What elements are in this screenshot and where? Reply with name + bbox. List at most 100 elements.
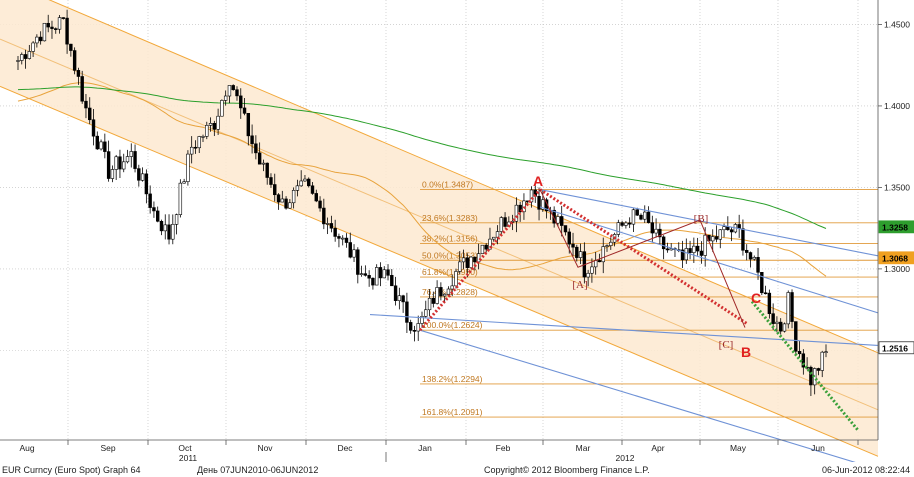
moving-average-line <box>17 86 827 229</box>
candle-body <box>57 17 62 30</box>
candle-body <box>601 246 605 263</box>
price-chart: 0.0%(1.3487) 23.6%(1.3283) 38.2%(1.3156) 50… <box>0 0 914 462</box>
candle-body <box>333 227 337 237</box>
axis-tick-label: 1.4000 <box>884 101 910 111</box>
candle-body <box>567 231 571 245</box>
candle-body <box>571 243 575 248</box>
fib-label: 38.2%(1.3156) <box>422 233 478 243</box>
candle-body <box>76 70 81 77</box>
candle-body <box>348 242 352 258</box>
candle-body <box>280 198 284 203</box>
trendline <box>539 188 879 257</box>
candle-body <box>646 211 651 223</box>
candle-body <box>246 113 251 137</box>
candle-body <box>688 248 692 253</box>
candle-body <box>227 85 232 97</box>
candle-body <box>38 36 43 42</box>
candle-body <box>726 226 730 231</box>
candle-body <box>760 272 764 294</box>
candle-body <box>461 257 466 263</box>
candle-body <box>352 249 356 258</box>
candle-body <box>276 194 281 203</box>
candle-body <box>412 330 417 332</box>
candle-body <box>242 107 247 114</box>
candle-body <box>586 272 590 278</box>
candle-body <box>231 85 235 91</box>
candle-body <box>575 246 579 258</box>
candle-body <box>125 156 130 163</box>
candle-body <box>212 123 217 130</box>
candle-body <box>129 151 133 157</box>
time-axis: Aug Sep Oct Nov Dec Jan Feb Mar Apr May Jun 2011 201… <box>0 439 878 462</box>
candle-body <box>122 161 126 170</box>
candle-body <box>193 146 198 149</box>
candle-body <box>182 181 186 184</box>
candle-body <box>337 236 341 239</box>
candle-body <box>767 292 772 314</box>
candle-body <box>514 204 519 222</box>
wave-label: B <box>741 344 751 360</box>
footer-copyright: Copyright© 2012 Bloomberg Finance L.P. <box>484 465 650 475</box>
candle-body <box>167 224 171 240</box>
candle-body <box>42 22 47 42</box>
candle-body <box>205 125 209 137</box>
candle-body <box>556 216 560 224</box>
wave-label: C <box>751 290 761 306</box>
month-label: May <box>730 443 747 453</box>
candle-body <box>31 42 35 52</box>
candle-body <box>518 204 522 213</box>
footer-range: День 07JUN2010-06JUN2012 <box>197 465 319 475</box>
price-axis: 1.45001.40001.35001.30001.25001.32581.30… <box>877 0 914 440</box>
candle-body <box>239 95 243 109</box>
price-tag <box>878 341 914 355</box>
candle-body <box>186 153 190 182</box>
footer-timestamp: 06-Jun-2012 08:22:44 <box>822 465 911 475</box>
candle-body <box>344 237 349 243</box>
candle-body <box>284 198 288 209</box>
trendline <box>539 206 879 314</box>
month-label: Jan <box>418 443 432 453</box>
candle-body <box>748 252 753 260</box>
trend-channel <box>0 0 879 457</box>
candle-body <box>684 248 688 261</box>
candle-body <box>27 51 32 59</box>
trendline <box>419 329 856 462</box>
candle-body <box>325 223 330 225</box>
candle-body <box>322 207 326 225</box>
candle-body <box>189 146 194 155</box>
candle-body <box>254 143 258 154</box>
month-label: Feb <box>496 443 511 453</box>
candle-body <box>261 162 266 165</box>
candle-body <box>303 178 307 182</box>
axis-tick-label: 1.4500 <box>884 19 910 29</box>
channel-lower <box>0 85 879 457</box>
candle-body <box>140 173 145 181</box>
candle-body <box>20 54 24 61</box>
candle-body <box>310 185 315 194</box>
candle-body <box>220 100 224 117</box>
month-label: Oct <box>178 443 192 453</box>
candle-body <box>171 223 175 240</box>
candle-body <box>257 152 262 165</box>
candle-body <box>103 141 107 152</box>
candle-body <box>386 269 390 276</box>
candle-body <box>393 285 398 301</box>
candle-body <box>110 169 115 179</box>
candle-body <box>197 136 201 149</box>
month-label: Aug <box>19 443 34 453</box>
candle-body <box>152 207 156 212</box>
candle-body <box>427 298 432 311</box>
candle-body <box>763 292 768 295</box>
fib-label: 100.0%(1.2624) <box>422 320 483 330</box>
candle-body <box>382 269 386 279</box>
candle-body <box>216 115 220 130</box>
month-label: Apr <box>651 443 664 453</box>
candle-body <box>329 223 334 229</box>
wave-label: [A] <box>572 279 587 291</box>
candle-body <box>390 275 394 287</box>
candle-body <box>159 220 164 232</box>
candle-body <box>359 273 364 275</box>
candle-body <box>288 202 292 209</box>
candle-body <box>593 260 598 268</box>
candle-body <box>446 288 451 295</box>
